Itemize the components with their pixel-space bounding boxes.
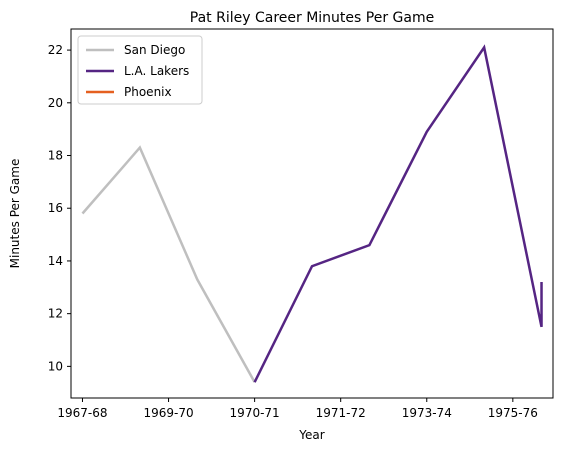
y-tick-label: 22 bbox=[48, 43, 63, 57]
series-line-l-a-lakers bbox=[253, 44, 543, 383]
x-axis: 1967-68 1969-70 1970-71 1971-72 1973-74 1975-… bbox=[57, 398, 538, 420]
x-tick-label: 1971-72 bbox=[316, 406, 366, 420]
legend-label: San Diego bbox=[124, 43, 185, 57]
y-tick-label: 12 bbox=[48, 307, 63, 321]
series-line-san-diego bbox=[81, 145, 256, 383]
legend: San Diego L.A. Lakers Phoenix bbox=[77, 35, 203, 105]
y-axis: 10 12 14 16 18 20 22 bbox=[48, 43, 71, 373]
legend-label: Phoenix bbox=[124, 85, 172, 99]
plot-area bbox=[70, 28, 554, 399]
y-tick-label: 10 bbox=[48, 359, 63, 373]
y-axis-title: Minutes Per Game bbox=[8, 159, 22, 269]
x-tick-label: 1967-68 bbox=[57, 406, 107, 420]
x-tick-label: 1973-74 bbox=[402, 406, 452, 420]
x-tick-label: 1969-70 bbox=[143, 406, 193, 420]
chart-title: Pat Riley Career Minutes Per Game bbox=[190, 10, 434, 26]
y-tick-label: 20 bbox=[48, 96, 63, 110]
x-tick-label: 1975-76 bbox=[488, 406, 538, 420]
y-tick-label: 18 bbox=[48, 149, 63, 163]
legend-box bbox=[77, 35, 203, 105]
legend-label: L.A. Lakers bbox=[124, 64, 189, 78]
y-tick-label: 14 bbox=[48, 254, 63, 268]
x-axis-title: Year bbox=[298, 428, 324, 442]
y-tick-label: 16 bbox=[48, 201, 63, 215]
series-layer bbox=[81, 44, 543, 383]
plot-frame bbox=[70, 28, 554, 399]
x-tick-label: 1970-71 bbox=[230, 406, 280, 420]
